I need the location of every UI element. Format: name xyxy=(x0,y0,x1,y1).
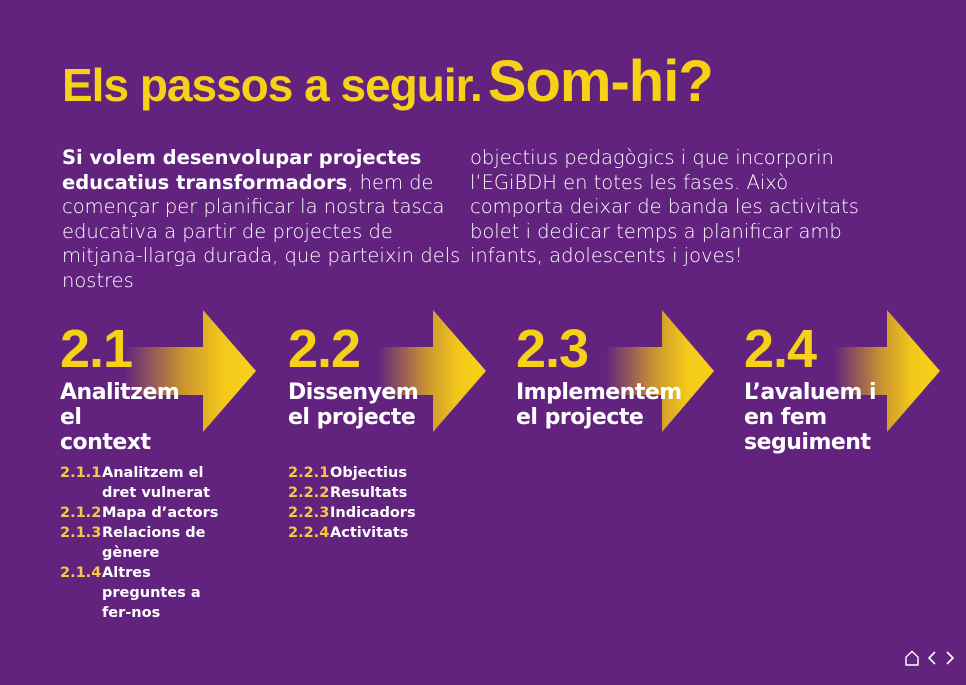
step-number: 2.4 xyxy=(744,319,817,379)
substep-item: 2.1.3 Relacions de gènere xyxy=(60,525,206,561)
substep-item: 2.2.2 Resultats xyxy=(288,485,408,501)
title-part-1: Els passos a seguir. xyxy=(62,59,483,111)
substep-list: 2.1.1 Analitzem el dret vulnerat 2.1.2 Map… xyxy=(60,463,222,623)
substep-item: 2.2.4 Activitats xyxy=(288,525,409,541)
step-number: 2.2 xyxy=(288,319,361,379)
step-2-2: 2.2 Dissenyem el projecte 2.2.1 Objectius… xyxy=(288,308,518,628)
substep-list: 2.2.1 Objectius 2.2.2 Resultats 2.2.3 Indic… xyxy=(288,463,450,543)
substep-item: 2.1.2 Mapa d’actors xyxy=(60,505,219,521)
substep-item: 2.1.1 Analitzem el dret vulnerat xyxy=(60,465,211,501)
page-title: Els passos a seguir. Som-hi? xyxy=(62,48,714,115)
page-navigation xyxy=(904,650,956,671)
step-2-4: 2.4 L’avaluem i en fem seguiment xyxy=(744,308,966,628)
step-title: Implementem el projecte xyxy=(516,380,682,430)
step-title: L’avaluem i en fem seguiment xyxy=(744,380,877,455)
step-title: Analitzem el context xyxy=(60,380,180,455)
intro-left-text: , hem de començar per planificar la nost… xyxy=(62,170,461,292)
title-part-2: Som-hi? xyxy=(487,49,714,114)
step-number: 2.3 xyxy=(516,319,589,379)
substep-item: 2.2.1 Objectius xyxy=(288,465,407,481)
intro-right-column: objectius pedagògics i que incorporin l’… xyxy=(470,146,859,267)
chevron-left-icon[interactable] xyxy=(926,650,938,671)
arrow-icon xyxy=(124,310,256,432)
step-title: Dissenyem el projecte xyxy=(288,380,419,430)
intro-bold: Si volem desenvolupar projectes educatiu… xyxy=(62,146,422,194)
intro-left-column: Si volem desenvolupar projectes educatiu… xyxy=(62,146,462,293)
chevron-right-icon[interactable] xyxy=(944,650,956,671)
arrow-icon xyxy=(378,310,486,432)
substep-item: 2.1.4 Altres preguntes a fer-nos xyxy=(60,565,201,621)
home-icon[interactable] xyxy=(904,650,920,671)
step-2-1: 2.1 Analitzem el context 2.1.1 Analitzem … xyxy=(60,308,290,628)
arrow-icon xyxy=(834,310,940,432)
arrow-icon xyxy=(606,310,714,432)
step-number: 2.1 xyxy=(60,319,133,379)
step-2-3: 2.3 Implementem el projecte xyxy=(516,308,746,628)
substep-item: 2.2.3 Indicadors xyxy=(288,505,416,521)
